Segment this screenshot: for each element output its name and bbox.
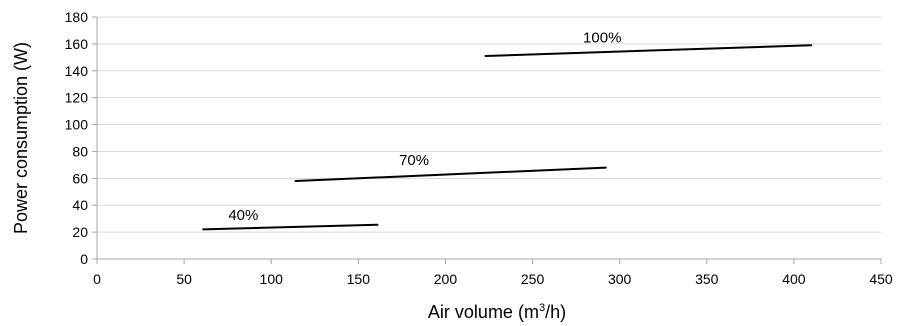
gridlines xyxy=(97,16,881,233)
series-label-70pct: 70% xyxy=(399,152,429,169)
series-lines xyxy=(202,44,813,231)
y-tick-label-40: 40 xyxy=(72,197,88,213)
series-label-100pct: 100% xyxy=(583,30,621,47)
series-line-70pct xyxy=(294,166,607,183)
y-tick-label-140: 140 xyxy=(65,63,89,79)
series-line-40pct xyxy=(202,223,379,231)
y-tick-labels: 0 20 40 60 80 100 120 140 160 180 xyxy=(65,9,89,267)
x-axis-title-superscript: 3 xyxy=(539,302,545,314)
x-axis-title: Air volume (m3/h) xyxy=(428,302,566,322)
x-tick-label-400: 400 xyxy=(782,271,806,287)
x-tick-label-0: 0 xyxy=(93,271,101,287)
x-tick-label-350: 350 xyxy=(695,271,719,287)
x-tick-label-50: 50 xyxy=(176,271,192,287)
y-tick-label-60: 60 xyxy=(72,170,88,186)
x-axis-title-main: Air volume (m xyxy=(428,302,539,322)
x-tick-label-300: 300 xyxy=(608,271,632,287)
series-line-100pct xyxy=(484,44,813,57)
x-tick-label-450: 450 xyxy=(869,271,893,287)
x-tick-labels: 0 50 100 150 200 250 300 350 400 450 xyxy=(93,271,893,287)
series-labels: 40% 70% 100% xyxy=(228,30,621,224)
y-tick-label-180: 180 xyxy=(65,9,89,25)
x-tick-label-250: 250 xyxy=(521,271,545,287)
series-label-40pct: 40% xyxy=(228,207,258,224)
y-tick-label-80: 80 xyxy=(72,143,88,159)
axes xyxy=(92,16,882,264)
y-tick-label-100: 100 xyxy=(65,117,89,133)
y-tick-label-160: 160 xyxy=(65,36,89,52)
x-axis-title-tail: /h) xyxy=(545,302,566,322)
y-axis-title: Power consumption (W) xyxy=(11,42,31,234)
x-tick-label-100: 100 xyxy=(260,271,284,287)
y-tick-label-120: 120 xyxy=(65,90,89,106)
y-tick-label-0: 0 xyxy=(80,251,88,267)
x-tick-label-150: 150 xyxy=(347,271,371,287)
y-tick-label-20: 20 xyxy=(72,224,88,240)
x-tick-label-200: 200 xyxy=(434,271,458,287)
